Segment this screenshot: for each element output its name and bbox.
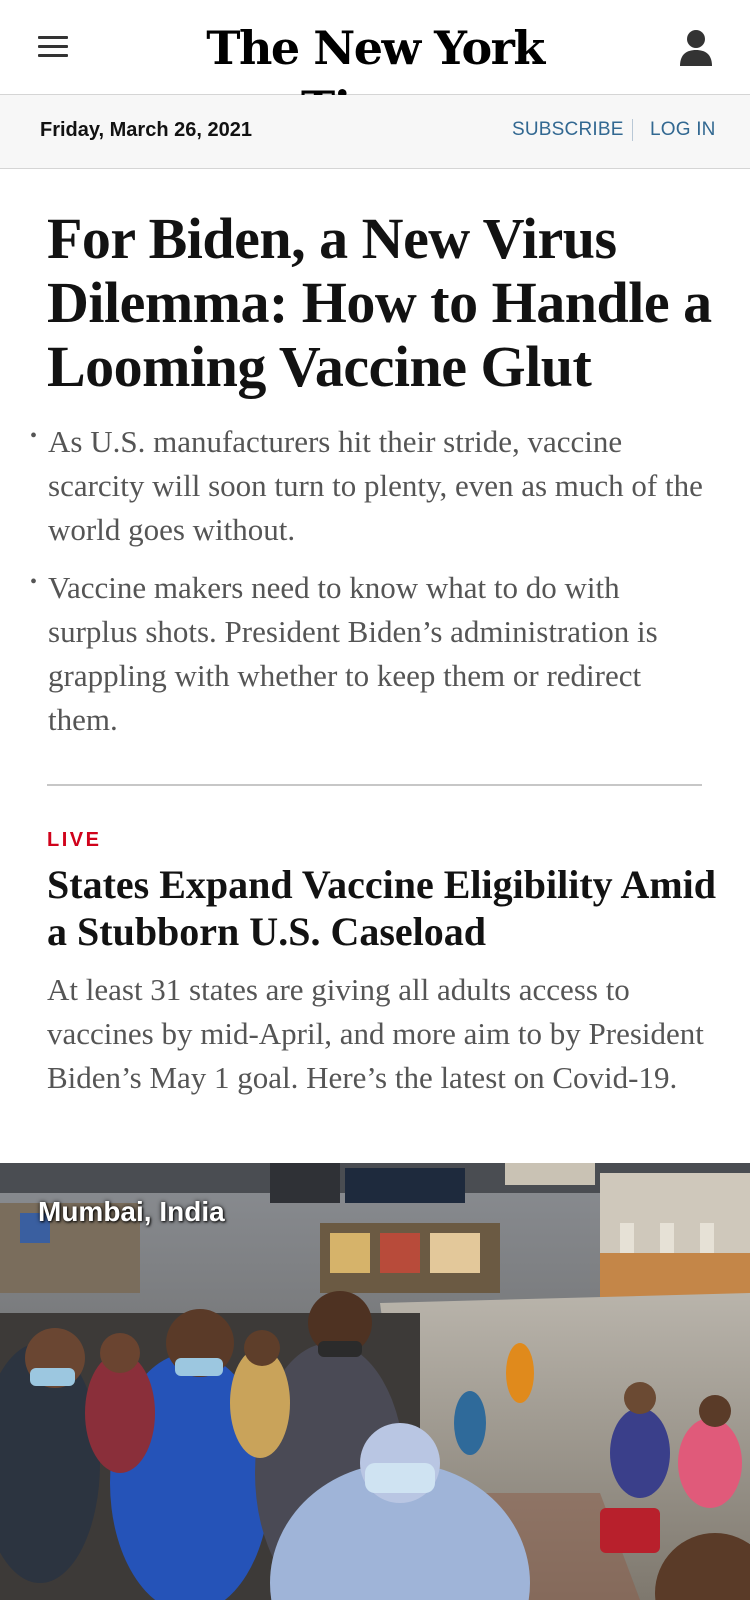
user-account-icon[interactable] — [678, 28, 714, 68]
photo-illustration — [0, 1163, 750, 1600]
date-bar: Friday, March 26, 2021 SUBSCRIBE LOG IN — [0, 95, 750, 169]
story-photo[interactable] — [0, 1163, 750, 1600]
section-divider — [47, 784, 702, 786]
hamburger-menu-icon[interactable] — [38, 36, 70, 60]
summary-text: As U.S. manufacturers hit their stride, … — [48, 424, 703, 547]
summary-text: Vaccine makers need to know what to do w… — [48, 570, 658, 737]
top-header: The New York Times — [0, 0, 750, 135]
story-headline[interactable]: States Expand Vaccine Eligibility Amid a… — [47, 862, 717, 954]
bullet-icon: • — [30, 425, 38, 447]
lead-summary-list: • As U.S. manufacturers hit their stride… — [30, 420, 710, 756]
live-badge: LIVE — [47, 829, 102, 851]
login-link[interactable]: LOG IN — [650, 119, 716, 140]
lead-headline[interactable]: For Biden, a New Virus Dilemma: How to H… — [47, 206, 712, 399]
divider — [632, 119, 633, 141]
list-item: • Vaccine makers need to know what to do… — [30, 566, 710, 742]
nyt-logo[interactable]: The New York Times — [206, 21, 545, 135]
bullet-icon: • — [30, 571, 38, 593]
photo-location-label: Mumbai, India — [38, 1196, 225, 1227]
story-summary: At least 31 states are giving all adults… — [47, 972, 704, 1095]
list-item: • As U.S. manufacturers hit their stride… — [30, 420, 710, 552]
subscribe-link[interactable]: SUBSCRIBE — [512, 119, 624, 140]
current-date: Friday, March 26, 2021 — [40, 119, 252, 141]
